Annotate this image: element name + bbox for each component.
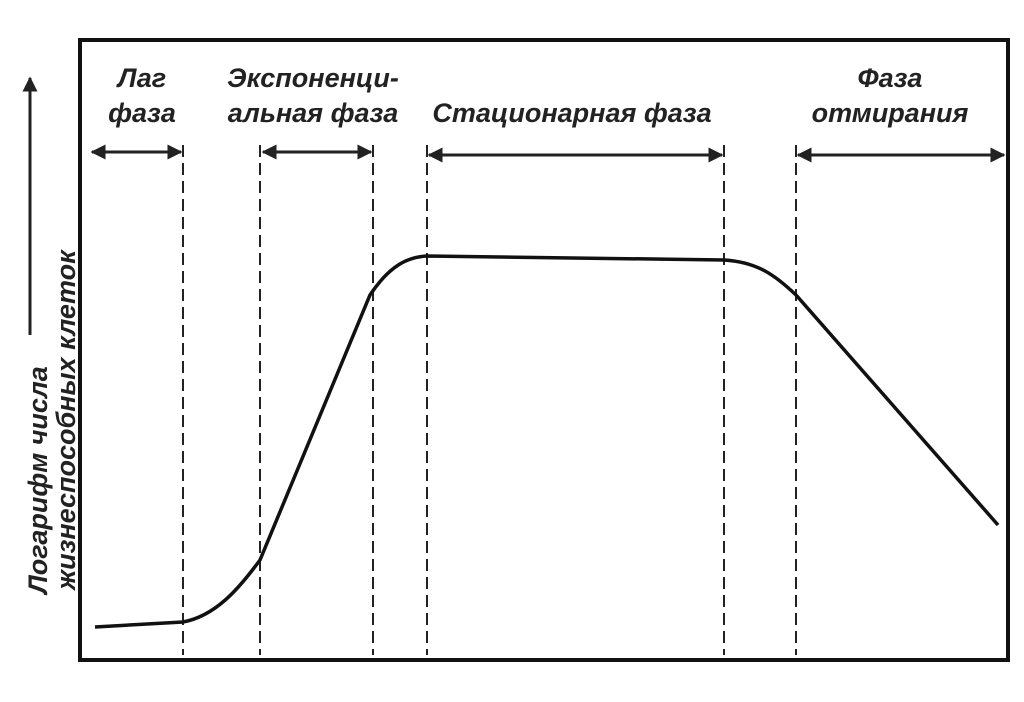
growth-curve: [94, 254, 1000, 629]
y-axis-label: Логарифм числа: [23, 366, 53, 596]
frame: [78, 38, 1010, 662]
phase-label: Стационарная фаза: [432, 98, 711, 128]
phase-label: Экспоненци-: [227, 63, 399, 93]
y-axis-label: жизнеспособных клеток: [51, 249, 81, 592]
phase-label: Лаг: [116, 63, 166, 93]
phase-label: фаза: [108, 98, 176, 128]
phase-boundaries: [182, 145, 797, 655]
phase-label: альная фаза: [228, 98, 399, 128]
phase-arrows: [90, 144, 1006, 163]
phase-label: отмирания: [812, 98, 969, 128]
phase-label: Фаза: [858, 63, 923, 93]
